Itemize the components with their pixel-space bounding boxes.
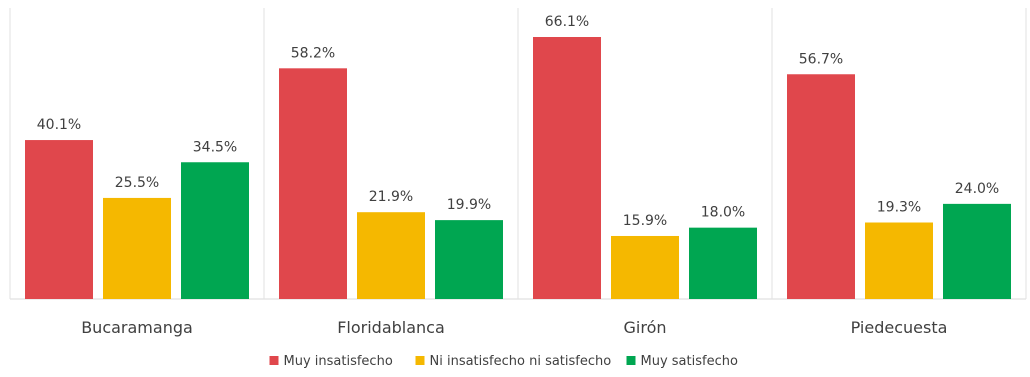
- legend-swatch: [626, 356, 636, 365]
- bar: [25, 140, 93, 299]
- data-label: 25.5%: [115, 175, 159, 191]
- category-tick-label: Girón: [624, 318, 667, 337]
- legend-label: Ni insatisfecho ni satisfecho: [430, 354, 612, 369]
- bar: [689, 227, 757, 299]
- legend-swatch: [269, 356, 279, 365]
- bar: [357, 212, 425, 299]
- data-label: 34.5%: [193, 139, 237, 155]
- category-tick-label: Bucaramanga: [81, 318, 193, 337]
- data-label: 40.1%: [37, 117, 81, 133]
- data-label: 24.0%: [955, 181, 999, 197]
- legend-label: Muy insatisfecho: [284, 354, 393, 369]
- bar: [103, 197, 171, 299]
- data-label: 18.0%: [701, 205, 745, 221]
- category-tick-label: Piedecuesta: [851, 318, 948, 337]
- bar: [611, 235, 679, 299]
- data-label: 19.9%: [447, 197, 491, 213]
- category-tick-label: Floridablanca: [337, 318, 445, 337]
- bar: [279, 68, 347, 299]
- data-label: 21.9%: [369, 189, 413, 205]
- data-label: 15.9%: [623, 213, 667, 229]
- legend-label: Muy satisfecho: [641, 354, 738, 369]
- bar: [787, 74, 855, 299]
- bar: [865, 222, 933, 299]
- bar: [533, 37, 601, 299]
- bar: [181, 162, 249, 299]
- data-label: 56.7%: [799, 51, 843, 67]
- data-label: 19.3%: [877, 200, 921, 216]
- data-label: 58.2%: [291, 45, 335, 61]
- legend-swatch: [415, 356, 425, 365]
- bar: [435, 220, 503, 299]
- bar: [943, 203, 1011, 299]
- data-label: 66.1%: [545, 14, 589, 30]
